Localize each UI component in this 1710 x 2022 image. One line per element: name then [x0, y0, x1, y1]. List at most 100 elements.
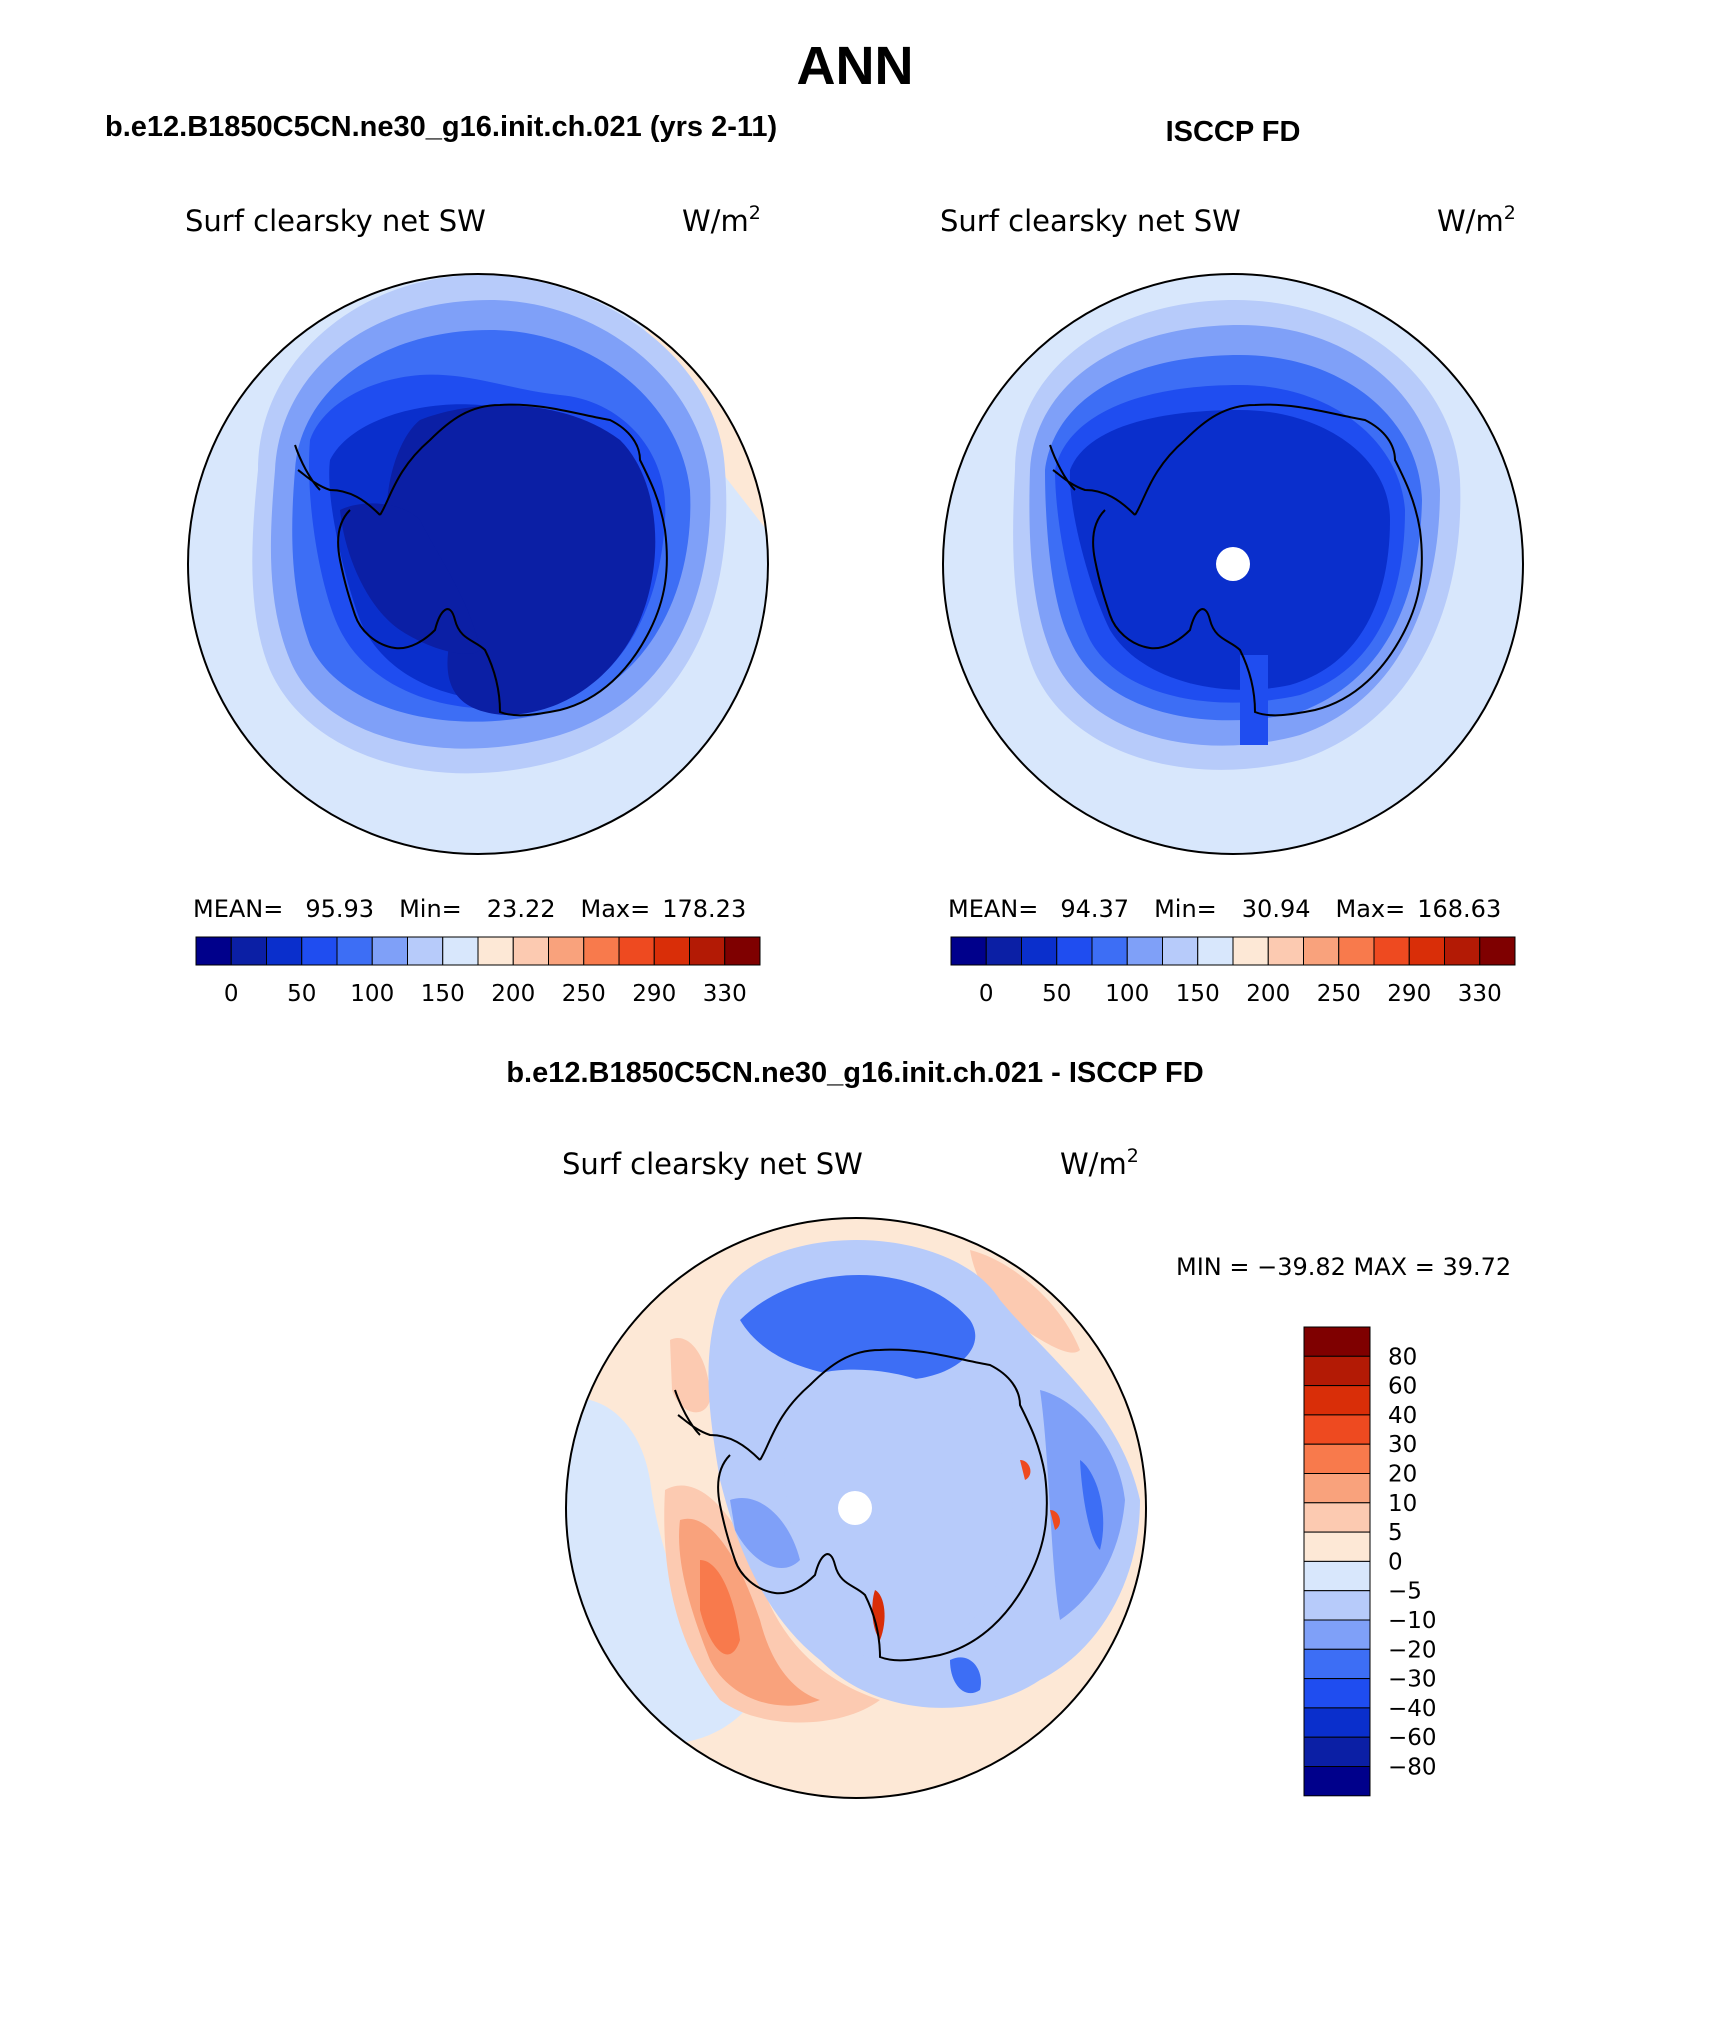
model-colorbar-tick-label: 50	[287, 981, 316, 1007]
model-colorbar	[195, 936, 761, 966]
diff-colorbar-swatch	[1303, 1678, 1371, 1709]
diff-colorbar-swatch	[1303, 1648, 1371, 1680]
diff-colorbar-swatch	[1303, 1531, 1371, 1562]
obs-colorbar	[950, 936, 1516, 966]
diff-colorbar-tick-label: −80	[1388, 1755, 1437, 1781]
diff-colorbar	[1303, 1326, 1371, 1797]
model-colorbar-swatch	[230, 936, 267, 966]
obs-antarctica-coastline	[1049, 403, 1423, 717]
model-panel-header: b.e12.B1850C5CN.ne30_g16.init.ch.021 (yr…	[105, 111, 777, 143]
model-colorbar-swatch	[301, 936, 338, 966]
obs-colorbar-tick-label: 150	[1176, 981, 1220, 1007]
obs-colorbar-tick-label: 250	[1317, 981, 1361, 1007]
diff-colorbar-tick-label: 5	[1388, 1520, 1403, 1546]
obs-colorbar-tick-label: 0	[979, 981, 994, 1007]
diff-colorbar-swatch	[1303, 1619, 1371, 1650]
obs-colorbar-tick-label: 50	[1042, 981, 1071, 1007]
obs-colorbar-tick-label: 330	[1458, 981, 1502, 1007]
diff-colorbar-swatch	[1303, 1326, 1371, 1357]
model-colorbar-swatch	[371, 936, 408, 966]
model-colorbar-labels: 0 50 100 150 200 250 290 330	[224, 981, 747, 1007]
model-colorbar-swatch	[266, 936, 303, 966]
model-colorbar-swatch	[689, 936, 726, 966]
obs-units-label: W/m2	[1437, 202, 1516, 238]
model-antarctica-coastline	[294, 403, 668, 717]
model-colorbar-swatch	[653, 936, 690, 966]
model-colorbar-swatch	[618, 936, 655, 966]
model-colorbar-swatch	[442, 936, 479, 966]
diff-pole-hole	[838, 1491, 872, 1525]
diff-colorbar-swatch	[1303, 1414, 1371, 1445]
diff-colorbar-tick-label: −60	[1388, 1725, 1437, 1751]
obs-colorbar-tick-label: 100	[1105, 981, 1149, 1007]
diff-minmax: MIN = −39.82 MAX = 39.72	[1176, 1253, 1511, 1281]
diff-map-boundary	[565, 1217, 1147, 1799]
diff-colorbar-tick-label: 10	[1388, 1491, 1417, 1517]
obs-stats: MEAN= 94.37 Min= 30.94 Max= 168.63	[948, 895, 1501, 923]
diff-colorbar-swatch	[1303, 1707, 1371, 1738]
diff-colorbar-tick-label: 30	[1388, 1432, 1417, 1458]
obs-colorbar-swatch	[1267, 936, 1304, 966]
diff-colorbar-swatch	[1303, 1766, 1371, 1797]
diff-colorbar-swatch	[1303, 1590, 1371, 1621]
model-map-boundary	[187, 273, 769, 855]
model-colorbar-swatch	[195, 936, 232, 966]
diff-colorbar-tick-label: −40	[1388, 1696, 1437, 1722]
obs-colorbar-swatch	[1162, 936, 1199, 966]
diff-antarctica-coastline	[674, 1348, 1048, 1662]
model-units-label: W/m2	[682, 202, 761, 238]
model-colorbar-tick-label: 250	[562, 981, 606, 1007]
diff-colorbar-swatch	[1303, 1385, 1371, 1416]
diff-variable-label: Surf clearsky net SW	[562, 1147, 863, 1181]
obs-colorbar-swatch	[1373, 936, 1410, 966]
obs-colorbar-tick-label: 200	[1246, 981, 1290, 1007]
diff-panel-header: b.e12.B1850C5CN.ne30_g16.init.ch.021 - I…	[506, 1057, 1203, 1089]
diff-colorbar-tick-label: 40	[1388, 1403, 1417, 1429]
figure-title: ANN	[797, 36, 914, 96]
diff-colorbar-labels: 80 60 40 30 20 10 5 0 −5 −10 −20 −30 −40 −60 −80	[1388, 1344, 1437, 1780]
diff-colorbar-tick-label: −5	[1388, 1579, 1422, 1605]
obs-colorbar-swatch	[1126, 936, 1163, 966]
obs-colorbar-swatch	[1408, 936, 1445, 966]
diff-colorbar-swatch	[1303, 1473, 1371, 1504]
obs-colorbar-swatch	[1091, 936, 1128, 966]
model-colorbar-tick-label: 0	[224, 981, 239, 1007]
diff-colorbar-swatch	[1303, 1560, 1371, 1592]
diff-colorbar-tick-label: 60	[1388, 1374, 1417, 1400]
obs-colorbar-swatch	[950, 936, 987, 966]
obs-colorbar-labels: 0 50 100 150 200 250 290 330	[979, 981, 1502, 1007]
model-colorbar-tick-label: 100	[350, 981, 394, 1007]
model-colorbar-swatch	[512, 936, 549, 966]
obs-map-boundary	[942, 273, 1524, 855]
model-colorbar-swatch	[724, 936, 761, 966]
model-colorbar-swatch	[583, 936, 620, 966]
obs-colorbar-tick-label: 290	[1387, 981, 1431, 1007]
model-colorbar-tick-label: 200	[491, 981, 535, 1007]
diff-colorbar-swatch	[1303, 1355, 1371, 1387]
obs-colorbar-swatch	[1021, 936, 1058, 966]
obs-colorbar-swatch	[1197, 936, 1234, 966]
model-colorbar-swatch	[336, 936, 373, 966]
model-colorbar-swatch	[477, 936, 514, 966]
obs-pole-hole	[1216, 547, 1250, 581]
diff-units-label: W/m2	[1060, 1145, 1139, 1181]
diff-map	[566, 1218, 1146, 1798]
obs-colorbar-swatch	[985, 936, 1022, 966]
diff-colorbar-swatch	[1303, 1736, 1371, 1767]
model-stats: MEAN= 95.93 Min= 23.22 Max= 178.23	[193, 895, 746, 923]
model-map	[188, 274, 768, 854]
obs-variable-label: Surf clearsky net SW	[940, 204, 1241, 238]
model-colorbar-tick-label: 290	[632, 981, 676, 1007]
model-variable-label: Surf clearsky net SW	[185, 204, 486, 238]
obs-colorbar-swatch	[1338, 936, 1375, 966]
model-colorbar-tick-label: 330	[703, 981, 747, 1007]
obs-panel-header: ISCCP FD	[1166, 116, 1301, 148]
diff-colorbar-tick-label: 0	[1388, 1549, 1403, 1575]
diff-colorbar-tick-label: 20	[1388, 1462, 1417, 1488]
obs-colorbar-swatch	[1444, 936, 1481, 966]
obs-colorbar-swatch	[1056, 936, 1093, 966]
model-colorbar-tick-label: 150	[421, 981, 465, 1007]
diff-colorbar-tick-label: −30	[1388, 1667, 1437, 1693]
diff-colorbar-swatch	[1303, 1443, 1371, 1474]
